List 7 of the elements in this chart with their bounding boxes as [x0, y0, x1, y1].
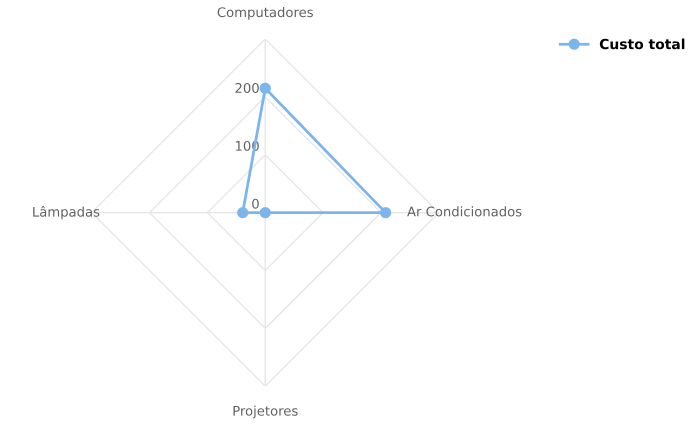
legend-label: Custo total: [600, 38, 684, 50]
y-tick-label: 200: [235, 83, 259, 93]
y-tick-label: 0: [252, 198, 259, 209]
spoke-label: Ar Condicionados: [407, 206, 522, 216]
spoke-label: Projetores: [233, 406, 298, 418]
spoke-label: Computadores: [218, 6, 313, 20]
spoke-label: Lâmpadas: [33, 206, 100, 220]
